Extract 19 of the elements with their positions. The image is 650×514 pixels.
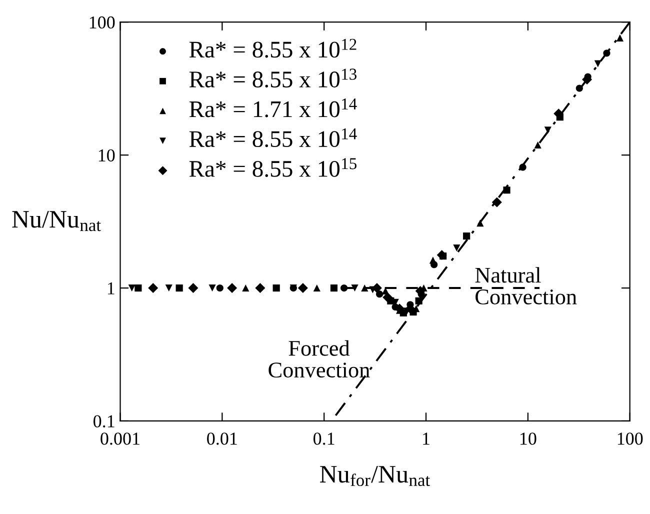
x-tick-label: 0.01 bbox=[207, 432, 237, 445]
y-axis-title: Nu/Nu$_{nat}$ bbox=[12, 211, 101, 232]
y-tick-label: 1 bbox=[108, 282, 114, 294]
x-tick-label: 100 bbox=[618, 432, 643, 445]
legend-label: Ra* = 8.55 x 10$^{12}$ bbox=[189, 38, 356, 58]
x-tick-label: 1 bbox=[423, 432, 430, 445]
annotation: Forced Convection bbox=[268, 340, 370, 378]
x-tick-label: 10 bbox=[520, 432, 536, 445]
legend-label: Ra* = 8.55 x 10$^{15}$ bbox=[189, 158, 356, 177]
y-tick-label: 10 bbox=[98, 149, 115, 162]
legend-label: Ra* = 8.55 x 10$^{13}$ bbox=[189, 68, 356, 88]
y-tick-label: 0.1 bbox=[94, 415, 114, 428]
legend-label: Ra* = 8.55 x 10$^{14}$ bbox=[189, 128, 357, 148]
x-tick-label: 0.1 bbox=[313, 432, 334, 445]
legend-label: Ra* = 1.71 x 10$^{14}$ bbox=[189, 98, 357, 118]
y-tick-label: 100 bbox=[90, 16, 115, 29]
x-tick-label: 0.001 bbox=[100, 432, 140, 445]
x-axis-title: Nu$_{for}$/Nu$_{nat}$ bbox=[320, 466, 430, 486]
annotation: Natural Convection bbox=[475, 267, 577, 304]
